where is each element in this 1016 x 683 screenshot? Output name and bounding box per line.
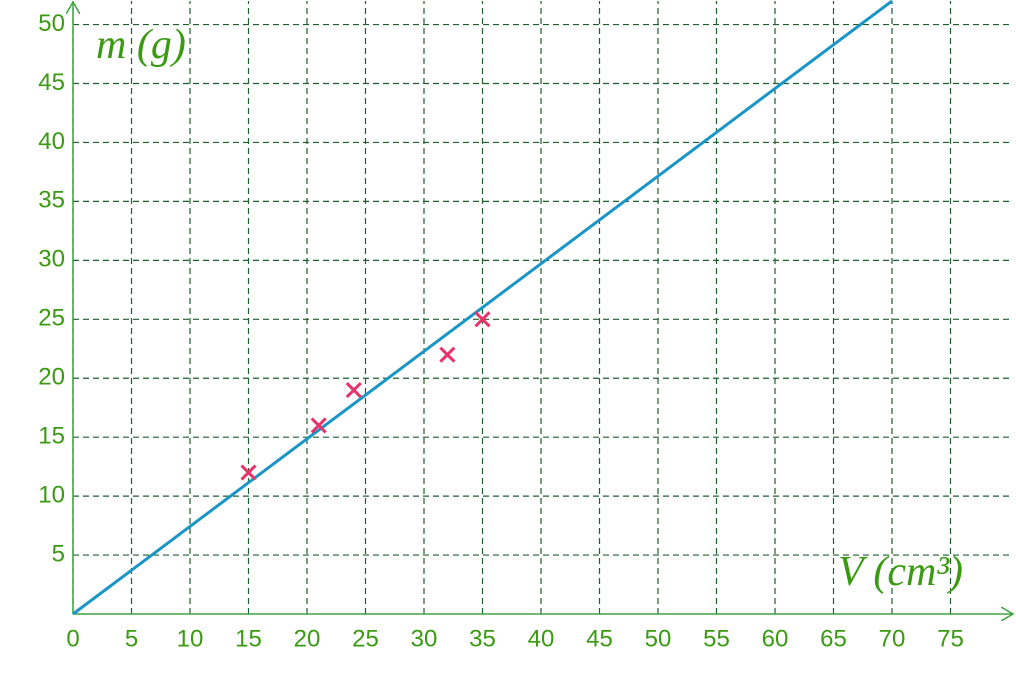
x-tick-label: 20 bbox=[294, 625, 321, 652]
x-tick-label: 45 bbox=[586, 625, 613, 652]
x-tick-label: 35 bbox=[469, 625, 496, 652]
y-tick-label: 40 bbox=[38, 128, 65, 155]
y-tick-label: 10 bbox=[38, 481, 65, 508]
x-tick-label: 50 bbox=[645, 625, 672, 652]
x-tick-label: 60 bbox=[762, 625, 789, 652]
x-tick-label: 65 bbox=[820, 625, 847, 652]
data-point bbox=[310, 417, 327, 434]
y-tick-label: 30 bbox=[38, 246, 65, 273]
y-tick-label: 5 bbox=[52, 540, 65, 567]
x-tick-label: 55 bbox=[703, 625, 730, 652]
x-tick-label: 0 bbox=[66, 625, 79, 652]
x-tick-label: 40 bbox=[528, 625, 555, 652]
x-tick-label: 15 bbox=[235, 625, 262, 652]
y-tick-label: 45 bbox=[38, 69, 65, 96]
x-tick-label: 25 bbox=[352, 625, 379, 652]
y-tick-label: 35 bbox=[38, 187, 65, 214]
x-axis-label: V (cm³) bbox=[838, 549, 963, 595]
data-point bbox=[474, 311, 491, 328]
x-tick-label: 10 bbox=[177, 625, 204, 652]
x-tick-label: 70 bbox=[879, 625, 906, 652]
grid bbox=[72, 1, 1009, 614]
y-tick-label: 50 bbox=[38, 10, 65, 37]
data-point bbox=[345, 381, 362, 399]
y-tick-label: 25 bbox=[38, 305, 65, 332]
x-tick-label: 75 bbox=[937, 625, 964, 652]
x-tick-label: 30 bbox=[411, 625, 438, 652]
data-point bbox=[439, 346, 456, 363]
data-point bbox=[240, 464, 257, 481]
x-tick-label: 5 bbox=[125, 625, 138, 652]
y-tick-label: 20 bbox=[38, 364, 65, 391]
fit-line bbox=[72, 0, 893, 616]
y-tick-label: 15 bbox=[38, 423, 65, 450]
y-axis-label: m (g) bbox=[96, 22, 186, 68]
